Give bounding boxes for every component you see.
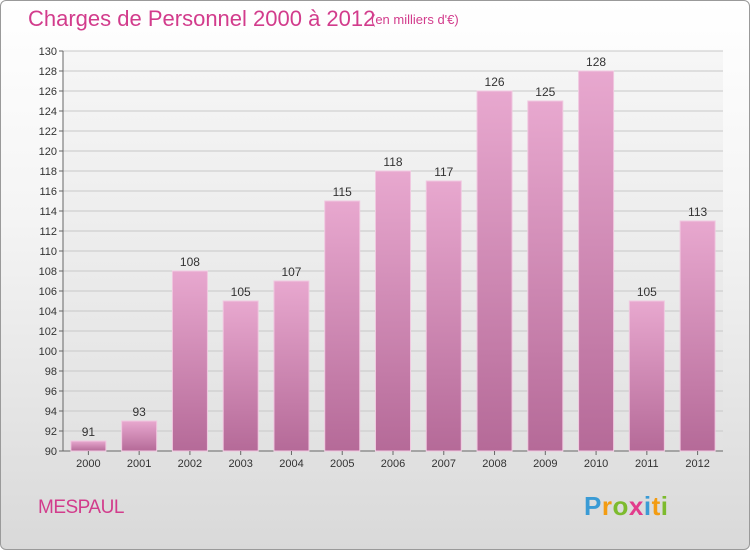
data-label: 126 xyxy=(485,75,505,89)
bar xyxy=(121,420,158,452)
logo-letter: i xyxy=(643,491,652,521)
y-tick-label: 114 xyxy=(39,206,57,218)
y-tick-label: 96 xyxy=(45,386,57,398)
x-tick-label: 2003 xyxy=(228,458,252,470)
data-label: 128 xyxy=(586,55,606,69)
logo-letter: r xyxy=(601,491,613,521)
data-label: 115 xyxy=(333,185,352,199)
data-label: 93 xyxy=(132,405,146,419)
x-tick-label: 2000 xyxy=(76,458,100,470)
x-tick-label: 2008 xyxy=(482,458,506,470)
chart-title: Charges de Personnel 2000 à 2012 xyxy=(28,6,376,31)
bar xyxy=(273,280,310,452)
y-tick-label: 112 xyxy=(39,226,57,238)
y-tick-label: 94 xyxy=(45,406,57,418)
bar xyxy=(527,100,564,452)
data-label: 107 xyxy=(281,265,301,279)
logo-letter: P xyxy=(584,491,602,521)
x-tick-label: 2001 xyxy=(127,458,151,470)
y-tick-label: 116 xyxy=(39,186,57,198)
data-label: 105 xyxy=(231,285,251,299)
x-tick-label: 2006 xyxy=(381,458,405,470)
y-tick-label: 122 xyxy=(39,126,57,138)
x-tick-label: 2010 xyxy=(584,458,608,470)
bar xyxy=(679,220,716,452)
x-tick-label: 2011 xyxy=(635,458,659,470)
y-tick-label: 126 xyxy=(39,86,57,98)
bar xyxy=(578,70,615,452)
proxiti-logo: Proxiti xyxy=(584,491,668,522)
y-tick-label: 110 xyxy=(39,246,57,258)
y-tick-label: 108 xyxy=(39,266,57,278)
y-tick-label: 98 xyxy=(45,366,57,378)
logo-letter: i xyxy=(660,491,669,521)
y-tick-label: 106 xyxy=(39,286,57,298)
data-label: 91 xyxy=(82,425,96,439)
bar xyxy=(324,200,361,452)
y-tick-label: 92 xyxy=(45,426,57,438)
y-tick-label: 118 xyxy=(39,166,57,178)
y-tick-label: 124 xyxy=(39,106,57,118)
data-label: 105 xyxy=(637,285,657,299)
y-tick-label: 128 xyxy=(39,66,57,78)
y-tick-label: 90 xyxy=(45,446,57,458)
y-tick-label: 102 xyxy=(39,326,57,338)
bar xyxy=(70,440,107,452)
x-tick-label: 2005 xyxy=(330,458,354,470)
commune-name: MESPAUL xyxy=(38,497,124,518)
bar xyxy=(476,90,513,452)
logo-letter: o xyxy=(612,491,629,521)
data-label: 125 xyxy=(535,85,555,99)
x-tick-label: 2012 xyxy=(685,458,709,470)
x-tick-label: 2007 xyxy=(432,458,456,470)
chart-subtitle: (en milliers d'€) xyxy=(371,12,459,27)
bar xyxy=(222,300,259,452)
data-label: 113 xyxy=(688,205,707,219)
x-tick-label: 2004 xyxy=(279,458,303,470)
bar xyxy=(171,270,208,452)
logo-letter: x xyxy=(628,491,644,521)
y-tick-label: 104 xyxy=(39,306,57,318)
bar xyxy=(628,300,665,452)
y-tick-label: 100 xyxy=(39,346,57,358)
logo-letter: t xyxy=(651,491,661,521)
x-tick-label: 2009 xyxy=(533,458,557,470)
x-tick-label: 2002 xyxy=(178,458,202,470)
data-label: 108 xyxy=(180,255,200,269)
y-tick-label: 130 xyxy=(39,46,57,58)
y-tick-label: 120 xyxy=(39,146,57,158)
data-label: 117 xyxy=(434,165,453,179)
bar xyxy=(375,170,411,452)
data-label: 118 xyxy=(383,155,402,169)
bar xyxy=(425,180,462,452)
